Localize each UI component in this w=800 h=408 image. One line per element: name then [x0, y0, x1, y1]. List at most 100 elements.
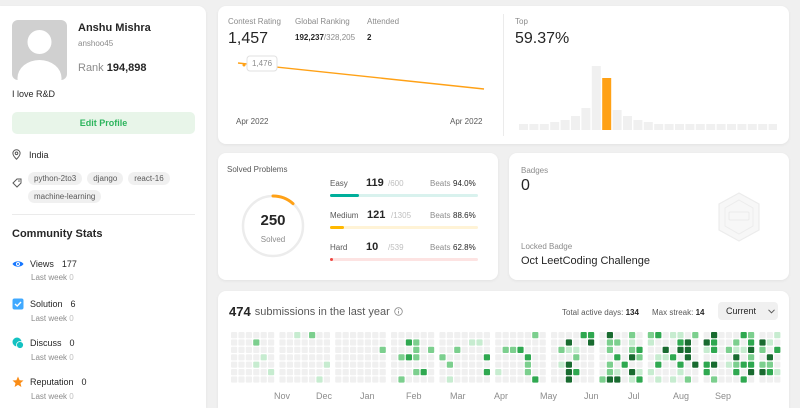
heatmap-cell[interactable] [364, 346, 371, 353]
heatmap-cell[interactable] [517, 369, 524, 376]
heatmap-cell[interactable] [711, 339, 718, 346]
heatmap-cell[interactable] [573, 361, 580, 368]
heatmap-cell[interactable] [539, 346, 546, 353]
heatmap-cell[interactable] [733, 339, 740, 346]
heatmap-cell[interactable] [379, 339, 386, 346]
heatmap-cell[interactable] [342, 376, 349, 383]
heatmap-cell[interactable] [510, 361, 517, 368]
heatmap-cell[interactable] [364, 361, 371, 368]
heatmap-cell[interactable] [357, 354, 364, 361]
heatmap-cell[interactable] [238, 376, 245, 383]
heatmap-cell[interactable] [733, 369, 740, 376]
avatar[interactable] [12, 20, 67, 80]
heatmap-cell[interactable] [748, 361, 755, 368]
heatmap-cell[interactable] [558, 369, 565, 376]
heatmap-cell[interactable] [286, 346, 293, 353]
heatmap-cell[interactable] [748, 354, 755, 361]
heatmap-cell[interactable] [350, 376, 357, 383]
heatmap-cell[interactable] [614, 369, 621, 376]
heatmap-cell[interactable] [476, 339, 483, 346]
heatmap-cell[interactable] [279, 346, 286, 353]
heatmap-cell[interactable] [524, 361, 531, 368]
heatmap-cell[interactable] [580, 339, 587, 346]
heatmap-cell[interactable] [636, 339, 643, 346]
heatmap-cell[interactable] [439, 354, 446, 361]
heatmap-cell[interactable] [662, 361, 669, 368]
heatmap-cell[interactable] [279, 339, 286, 346]
heatmap-cell[interactable] [428, 369, 435, 376]
heatmap-cell[interactable] [517, 339, 524, 346]
heatmap-cell[interactable] [655, 354, 662, 361]
heatmap-cell[interactable] [469, 361, 476, 368]
heatmap-cell[interactable] [621, 346, 628, 353]
heatmap-cell[interactable] [413, 346, 420, 353]
heatmap-cell[interactable] [580, 346, 587, 353]
heatmap-cell[interactable] [301, 354, 308, 361]
heatmap-cell[interactable] [647, 332, 654, 339]
heatmap-cell[interactable] [398, 332, 405, 339]
heatmap-cell[interactable] [636, 354, 643, 361]
heatmap-cell[interactable] [309, 354, 316, 361]
heatmap-cell[interactable] [532, 369, 539, 376]
histogram-bar[interactable] [550, 122, 560, 130]
skill-tag[interactable]: python-2to3 [28, 172, 83, 185]
heatmap-cell[interactable] [558, 332, 565, 339]
heatmap-cell[interactable] [677, 354, 684, 361]
heatmap-cell[interactable] [286, 332, 293, 339]
heatmap-cell[interactable] [372, 354, 379, 361]
heatmap-cell[interactable] [439, 332, 446, 339]
heatmap-cell[interactable] [428, 376, 435, 383]
heatmap-cell[interactable] [677, 361, 684, 368]
heatmap-cell[interactable] [260, 332, 267, 339]
heatmap-cell[interactable] [335, 361, 342, 368]
heatmap-cell[interactable] [238, 369, 245, 376]
skill-tag[interactable]: react-16 [128, 172, 170, 185]
heatmap-cell[interactable] [684, 376, 691, 383]
heatmap-cell[interactable] [238, 361, 245, 368]
heatmap-cell[interactable] [428, 332, 435, 339]
heatmap-cell[interactable] [260, 354, 267, 361]
heatmap-cell[interactable] [580, 376, 587, 383]
heatmap-cell[interactable] [323, 346, 330, 353]
heatmap-cell[interactable] [446, 354, 453, 361]
heatmap-cell[interactable] [413, 354, 420, 361]
heatmap-cell[interactable] [629, 346, 636, 353]
heatmap-cell[interactable] [428, 346, 435, 353]
heatmap-cell[interactable] [476, 369, 483, 376]
heatmap-cell[interactable] [253, 354, 260, 361]
histogram-bar[interactable] [519, 124, 528, 130]
heatmap-cell[interactable] [301, 339, 308, 346]
heatmap-cell[interactable] [379, 361, 386, 368]
heatmap-cell[interactable] [483, 361, 490, 368]
heatmap-cell[interactable] [588, 339, 595, 346]
heatmap-cell[interactable] [565, 361, 572, 368]
edit-profile-button[interactable]: Edit Profile [12, 112, 195, 134]
heatmap-cell[interactable] [483, 346, 490, 353]
heatmap-cell[interactable] [647, 361, 654, 368]
heatmap-cell[interactable] [405, 376, 412, 383]
heatmap-cell[interactable] [670, 361, 677, 368]
heatmap-cell[interactable] [398, 361, 405, 368]
heatmap-cell[interactable] [294, 354, 301, 361]
heatmap-cell[interactable] [684, 346, 691, 353]
heatmap-cell[interactable] [286, 361, 293, 368]
heatmap-cell[interactable] [231, 354, 238, 361]
heatmap-cell[interactable] [428, 354, 435, 361]
heatmap-cell[interactable] [766, 339, 773, 346]
heatmap-cell[interactable] [335, 354, 342, 361]
heatmap-cell[interactable] [245, 346, 252, 353]
heatmap-cell[interactable] [461, 361, 468, 368]
heatmap-cell[interactable] [703, 376, 710, 383]
heatmap-cell[interactable] [670, 332, 677, 339]
heatmap-cell[interactable] [461, 369, 468, 376]
heatmap-cell[interactable] [614, 339, 621, 346]
heatmap-cell[interactable] [558, 354, 565, 361]
heatmap-cell[interactable] [629, 354, 636, 361]
heatmap-cell[interactable] [573, 376, 580, 383]
heatmap-cell[interactable] [364, 354, 371, 361]
heatmap-cell[interactable] [524, 369, 531, 376]
heatmap-cell[interactable] [231, 339, 238, 346]
heatmap-cell[interactable] [316, 361, 323, 368]
heatmap-cell[interactable] [647, 376, 654, 383]
histogram-bar[interactable] [560, 120, 570, 130]
